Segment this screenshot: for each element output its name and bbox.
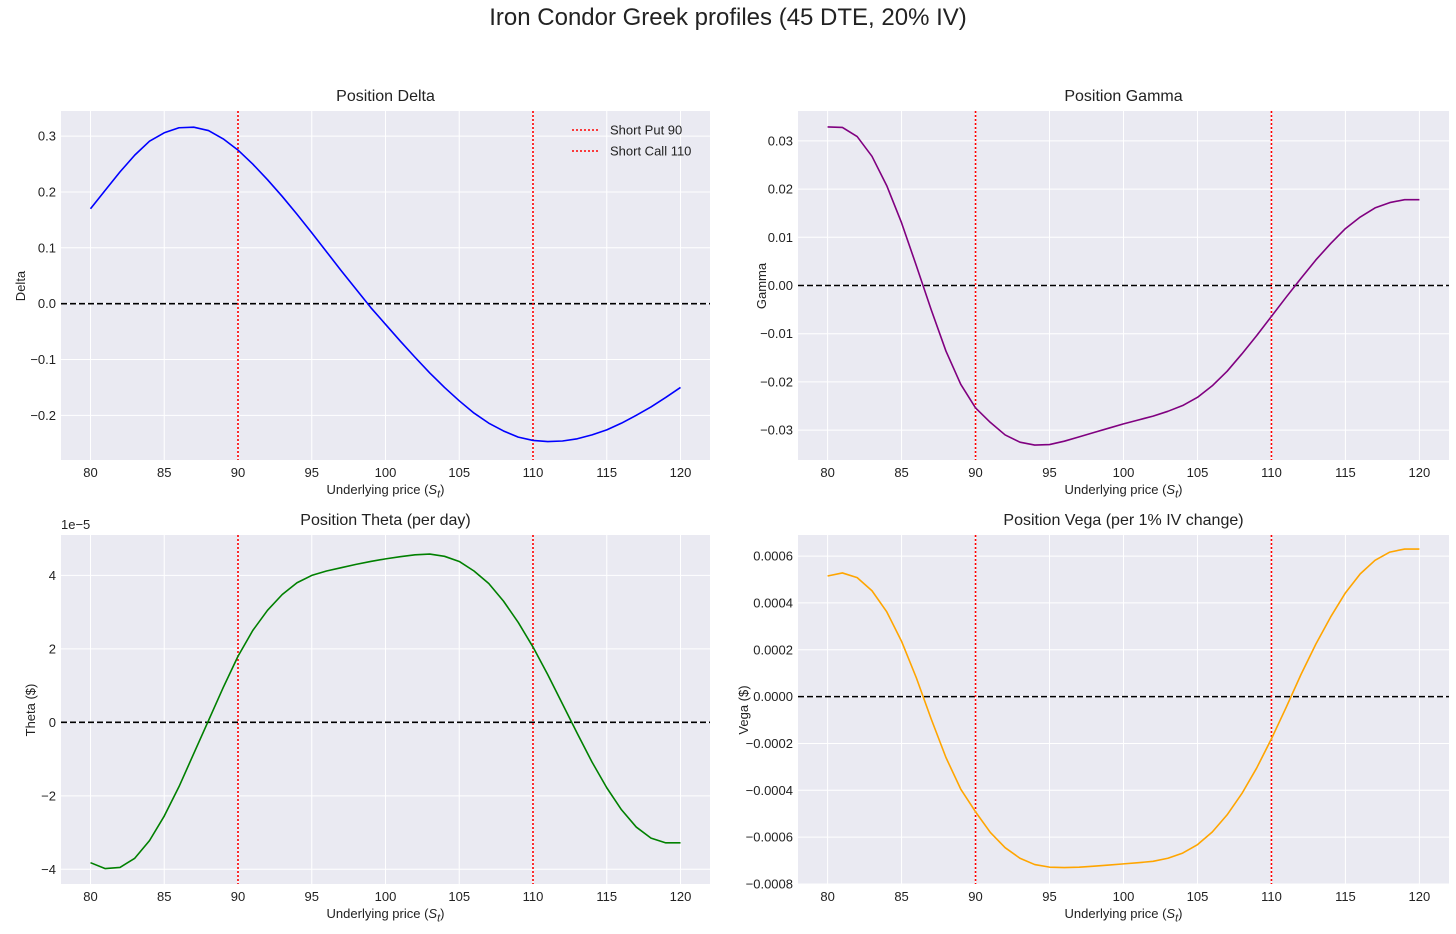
delta-x-tick-label: 80 <box>83 465 97 480</box>
delta-y-tick-label: 0.0 <box>38 296 56 311</box>
delta-x-tick-label: 85 <box>157 465 171 480</box>
vega-x-tick-label: 115 <box>1335 889 1356 904</box>
delta-x-tick-label: 100 <box>375 465 397 480</box>
theta-x-tick-label: 105 <box>448 889 470 904</box>
gamma-y-tick-label: 0.00 <box>768 278 793 293</box>
gamma-x-tick-label: 100 <box>1113 465 1135 480</box>
delta-x-tick-label: 95 <box>305 465 319 480</box>
gamma-x-tick-label: 110 <box>1261 465 1282 480</box>
vega-x-tick-label: 90 <box>968 889 982 904</box>
vega-x-axis-label: Underlying price (St) <box>1064 906 1183 925</box>
gamma-x-tick-label: 95 <box>1042 465 1056 480</box>
gamma-x-axis-label: Underlying price (St) <box>1064 482 1183 501</box>
legend-entry: Short Call 110 <box>610 144 691 159</box>
gamma-y-tick-label: −0.03 <box>760 423 793 438</box>
gamma-y-tick-label: −0.01 <box>760 326 793 341</box>
vega-x-tick-label: 110 <box>1261 889 1282 904</box>
theta-y-tick-label: 2 <box>49 641 56 656</box>
vega-y-tick-label: −0.0002 <box>746 736 793 751</box>
theta-offset-label: 1e−5 <box>61 517 91 532</box>
theta-x-tick-label: 115 <box>596 889 617 904</box>
delta-panel-title: Position Delta <box>336 88 435 105</box>
vega-x-tick-label: 95 <box>1042 889 1056 904</box>
delta-x-tick-label: 110 <box>523 465 544 480</box>
vega-x-tick-label: 120 <box>1409 889 1431 904</box>
gamma-x-tick-label: 105 <box>1187 465 1209 480</box>
vega-x-tick-label: 105 <box>1187 889 1209 904</box>
gamma-y-tick-label: 0.02 <box>768 182 793 197</box>
gamma-x-tick-label: 80 <box>820 465 834 480</box>
theta-chart: 80 85 90 95 100 105 110 115 120 −4 −2 0 2 4 <box>41 535 710 904</box>
delta-y-tick-label: 0.1 <box>38 240 56 255</box>
delta-series-line <box>89 126 681 443</box>
theta-y-tick-label: 0 <box>49 715 56 730</box>
delta-x-tick-label: 90 <box>231 465 245 480</box>
theta-y-tick-label: −2 <box>41 788 56 803</box>
vega-x-tick-label: 85 <box>894 889 908 904</box>
gamma-chart: 80 85 90 95 100 105 110 115 120 −0.03 −0.02 −0.01 0.… <box>760 111 1449 480</box>
vega-y-tick-label: 0.0002 <box>753 642 793 657</box>
vega-x-tick-label: 100 <box>1113 889 1135 904</box>
delta-chart: 80 85 90 95 100 105 110 115 120 −0.2 −0.1 0.0 0.1 0.2… <box>30 111 710 480</box>
vega-y-tick-label: 0.0000 <box>753 689 793 704</box>
theta-x-tick-label: 120 <box>670 889 692 904</box>
delta-x-axis-label: Underlying price (St) <box>326 482 445 501</box>
delta-x-tick-label: 105 <box>448 465 470 480</box>
gamma-x-tick-label: 85 <box>894 465 908 480</box>
vega-y-tick-label: −0.0008 <box>746 877 793 892</box>
gamma-y-tick-label: 0.03 <box>768 133 793 148</box>
theta-series-line <box>90 553 681 870</box>
delta-y-tick-label: −0.1 <box>30 352 56 367</box>
gamma-y-tick-label: −0.02 <box>760 374 793 389</box>
figure-title: Iron Condor Greek profiles (45 DTE, 20% … <box>489 4 967 31</box>
gamma-panel-title: Position Gamma <box>1064 88 1183 105</box>
theta-x-tick-label: 95 <box>305 889 319 904</box>
vega-series-line <box>827 548 1420 869</box>
delta-y-tick-label: 0.2 <box>38 184 56 199</box>
vega-y-tick-label: 0.0004 <box>753 595 793 610</box>
theta-x-tick-label: 90 <box>231 889 245 904</box>
delta-y-tick-label: 0.3 <box>38 129 56 144</box>
gamma-x-tick-label: 120 <box>1409 465 1431 480</box>
theta-x-tick-label: 100 <box>375 889 397 904</box>
vega-chart: 80 85 90 95 100 105 110 115 120 −0.0008 −0.0006 −0.… <box>746 535 1449 904</box>
theta-y-tick-label: 4 <box>49 568 56 583</box>
vega-x-tick-label: 80 <box>820 889 834 904</box>
gamma-series-line <box>827 126 1420 446</box>
vega-y-tick-label: −0.0006 <box>746 830 793 845</box>
theta-y-tick-label: −4 <box>41 862 56 877</box>
theta-panel-title: Position Theta (per day) <box>300 512 471 529</box>
gamma-x-tick-label: 115 <box>1335 465 1356 480</box>
theta-x-tick-label: 80 <box>83 889 97 904</box>
gamma-x-tick-label: 90 <box>968 465 982 480</box>
legend-entry: Short Put 90 <box>610 123 682 138</box>
theta-x-tick-label: 110 <box>523 889 544 904</box>
delta-y-tick-label: −0.2 <box>30 408 56 423</box>
delta-x-tick-label: 120 <box>670 465 692 480</box>
vega-y-tick-label: 0.0006 <box>753 549 793 564</box>
theta-x-tick-label: 85 <box>157 889 171 904</box>
delta-x-tick-label: 115 <box>596 465 617 480</box>
vega-y-tick-label: −0.0004 <box>746 783 793 798</box>
theta-x-axis-label: Underlying price (St) <box>326 906 445 925</box>
vega-panel-title: Position Vega (per 1% IV change) <box>1003 512 1244 529</box>
gamma-y-tick-label: 0.01 <box>768 230 793 245</box>
